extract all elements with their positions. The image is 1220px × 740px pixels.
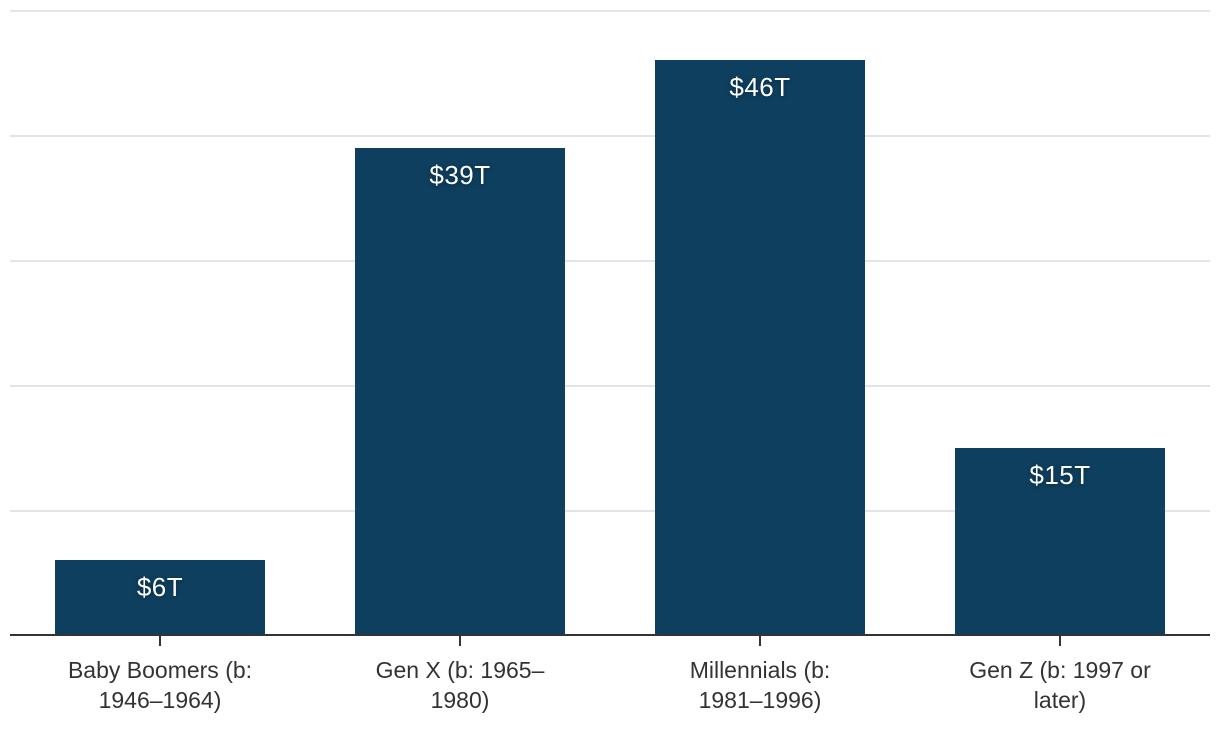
x-axis-label-line: 1980) bbox=[430, 687, 490, 713]
bar-group: $46T bbox=[610, 10, 910, 635]
x-axis-label: Millennials (b: 1981–1996) bbox=[610, 655, 910, 715]
bar-value-label: $46T bbox=[729, 72, 791, 102]
bar[interactable]: $6T bbox=[55, 560, 265, 635]
bar-value-label: $15T bbox=[1029, 459, 1091, 490]
bar-slots: $6T $39T $46T $15T bbox=[10, 10, 1210, 635]
x-axis-label: Baby Boomers (b: 1946–1964) bbox=[10, 655, 310, 715]
x-axis-label-line: Millennials (b: bbox=[689, 657, 831, 683]
x-axis-label: Gen X (b: 1965– 1980) bbox=[310, 655, 610, 715]
bar[interactable]: $39T bbox=[355, 147, 565, 635]
bar-group: $15T bbox=[910, 10, 1210, 635]
bar-value-label: $6T bbox=[136, 572, 184, 602]
x-axis-tick-slot bbox=[910, 636, 1210, 646]
x-axis-tick-slot bbox=[310, 636, 610, 646]
x-axis-label-line: Baby Boomers (b: bbox=[67, 657, 253, 683]
gridline-50 bbox=[10, 10, 1210, 12]
gridline-20 bbox=[10, 385, 1210, 387]
bar[interactable]: $46T bbox=[655, 60, 865, 635]
gridline-40 bbox=[10, 135, 1210, 137]
plot-area bbox=[10, 10, 1210, 635]
x-axis-tick bbox=[159, 636, 161, 646]
x-axis-tick bbox=[1059, 636, 1061, 646]
x-axis-line bbox=[10, 634, 1210, 636]
x-axis-tick-slot bbox=[610, 636, 910, 646]
gridline-30 bbox=[10, 260, 1210, 262]
x-axis-label-line: Gen X (b: 1965– bbox=[375, 657, 545, 683]
x-axis-labels: Baby Boomers (b: 1946–1964) Gen X (b: 1965… bbox=[10, 655, 1210, 715]
x-axis-tick bbox=[759, 636, 761, 646]
bar-value-label: $39T bbox=[429, 159, 491, 190]
x-axis-label-line: 1981–1996) bbox=[698, 687, 822, 713]
x-axis-ticks bbox=[10, 636, 1210, 646]
x-axis-label: Gen Z (b: 1997 or later) bbox=[910, 655, 1210, 715]
bar-group: $6T bbox=[10, 10, 310, 635]
x-axis-label-line: later) bbox=[1033, 687, 1087, 713]
x-axis-tick bbox=[459, 636, 461, 646]
gridline-10 bbox=[10, 510, 1210, 512]
x-axis-tick-slot bbox=[10, 636, 310, 646]
bar-group: $39T bbox=[310, 10, 610, 635]
x-axis-label-line: 1946–1964) bbox=[98, 687, 222, 713]
x-axis-label-line: Gen Z (b: 1997 or bbox=[969, 657, 1151, 683]
bar[interactable]: $15T bbox=[955, 447, 1165, 635]
